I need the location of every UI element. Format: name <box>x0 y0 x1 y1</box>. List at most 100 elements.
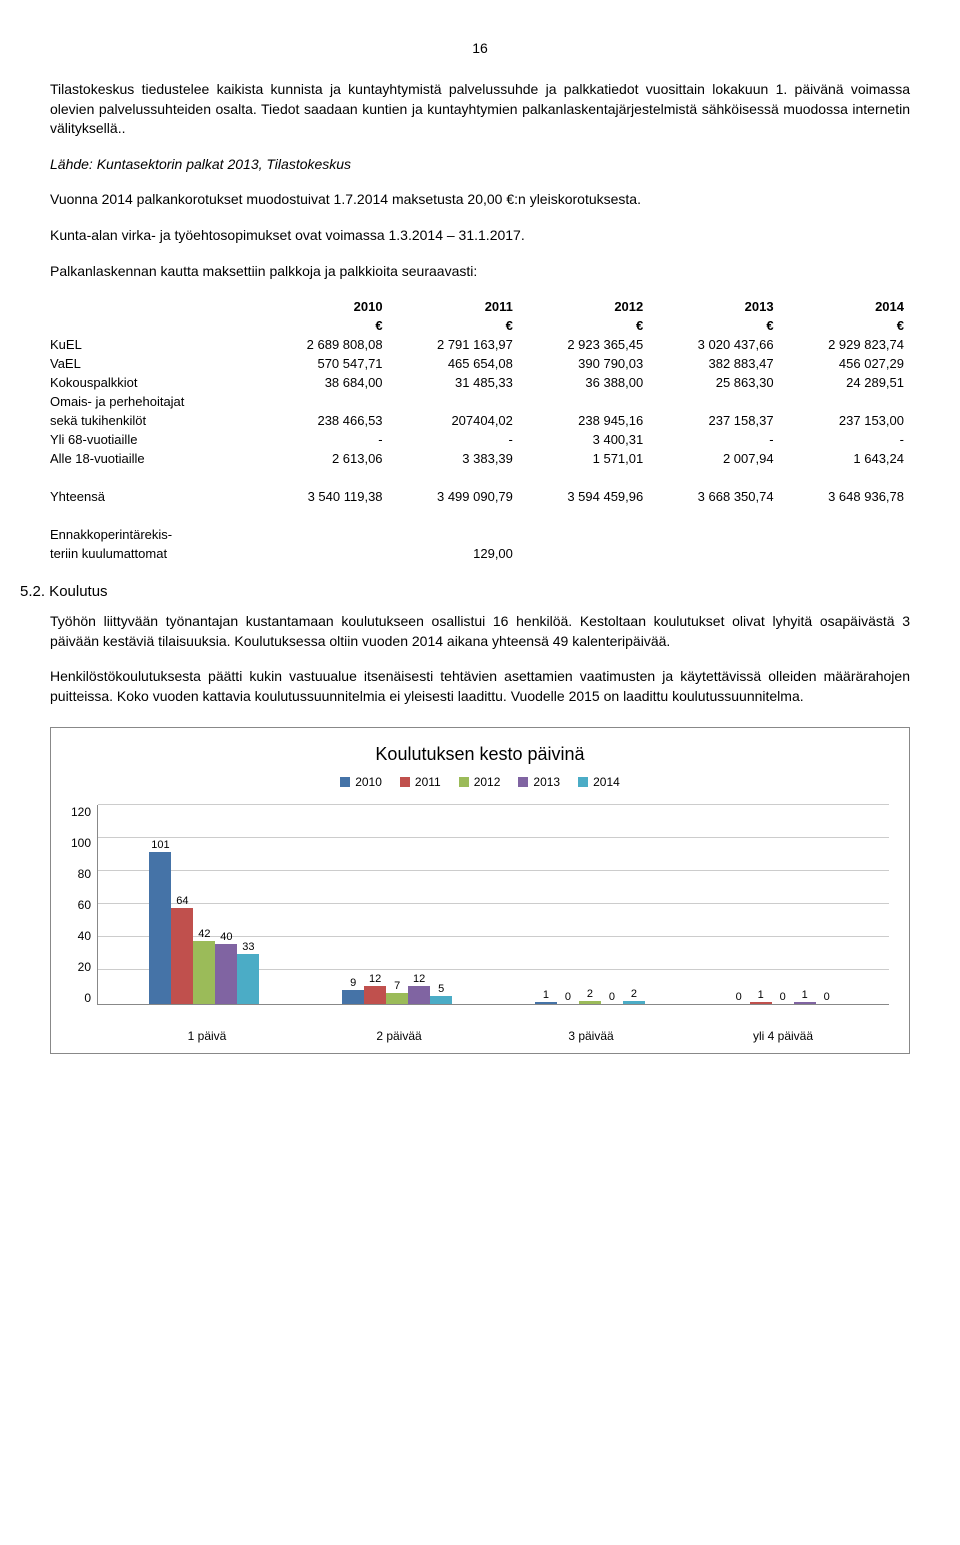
table-cell: 2 791 163,97 <box>389 335 519 354</box>
x-tick-label: 2 päivää <box>303 1025 495 1043</box>
table-cell: 3 540 119,38 <box>258 487 388 506</box>
table-cell: - <box>649 430 779 449</box>
chart-legend: 20102011201220132014 <box>71 775 889 789</box>
table-row-label: Ennakkoperintärekis- <box>50 525 258 544</box>
table-row: KuEL2 689 808,082 791 163,972 923 365,45… <box>50 335 910 354</box>
table-row-label: Yli 68-vuotiaille <box>50 430 258 449</box>
bar-group: 10164424033 <box>108 839 301 1004</box>
legend-swatch <box>578 777 588 787</box>
table-cell: 237 158,37 <box>649 411 779 430</box>
bar-wrap: 101 <box>149 839 171 1004</box>
bar-wrap: 12 <box>364 973 386 1004</box>
bar-value-label: 101 <box>151 839 169 851</box>
table-cell: 2 923 365,45 <box>519 335 649 354</box>
legend-swatch <box>459 777 469 787</box>
table-row: Kokouspalkkiot38 684,0031 485,3336 388,0… <box>50 373 910 392</box>
bar-value-label: 40 <box>220 931 232 943</box>
bar-group: 10202 <box>494 988 687 1004</box>
table-row: Alle 18-vuotiaille2 613,063 383,391 571,… <box>50 449 910 468</box>
x-tick-label: 1 päivä <box>111 1025 303 1043</box>
table-row-label: KuEL <box>50 335 258 354</box>
bar-wrap: 0 <box>601 991 623 1004</box>
chart-title: Koulutuksen kesto päivinä <box>71 744 889 765</box>
table-cell: 1 571,01 <box>519 449 649 468</box>
table-year-header: 2011 <box>389 297 519 316</box>
table-cell: 2 929 823,74 <box>780 335 910 354</box>
bar-wrap: 0 <box>728 991 750 1004</box>
table-cell: 3 400,31 <box>519 430 649 449</box>
table-cell: - <box>780 430 910 449</box>
table-cell: 382 883,47 <box>649 354 779 373</box>
y-tick-label: 80 <box>78 867 91 881</box>
table-row-label: VaEL <box>50 354 258 373</box>
table-cell: 3 383,39 <box>389 449 519 468</box>
table-cell <box>519 392 649 411</box>
bar <box>193 941 215 1004</box>
table-row-label: Omais- ja perhehoitajat <box>50 392 258 411</box>
bar <box>215 944 237 1004</box>
table-cell: 36 388,00 <box>519 373 649 392</box>
bar <box>386 993 408 1004</box>
table-cell: 3 594 459,96 <box>519 487 649 506</box>
bar <box>149 852 171 1004</box>
table-cell: 3 648 936,78 <box>780 487 910 506</box>
table-cell: 1 643,24 <box>780 449 910 468</box>
bar-value-label: 0 <box>780 991 786 1003</box>
table-cell: 238 466,53 <box>258 411 388 430</box>
bar-wrap: 0 <box>772 991 794 1004</box>
bar-value-label: 2 <box>631 988 637 1000</box>
table-row-label: Alle 18-vuotiaille <box>50 449 258 468</box>
table-cell: 456 027,29 <box>780 354 910 373</box>
table-cell: 390 790,03 <box>519 354 649 373</box>
table-cell: 2 689 808,08 <box>258 335 388 354</box>
y-tick-label: 60 <box>78 898 91 912</box>
bar <box>750 1002 772 1004</box>
bar-wrap: 0 <box>557 991 579 1004</box>
table-row-label: teriin kuulumattomat <box>50 544 258 563</box>
legend-label: 2012 <box>474 775 501 789</box>
legend-label: 2014 <box>593 775 620 789</box>
paragraph-5: Työhön liittyvään työnantajan kustantama… <box>50 612 910 651</box>
bar <box>342 990 364 1004</box>
bar-value-label: 1 <box>802 989 808 1001</box>
y-tick-label: 120 <box>71 805 91 819</box>
bar-value-label: 2 <box>587 988 593 1000</box>
table-cell: 570 547,71 <box>258 354 388 373</box>
table-row: teriin kuulumattomat129,00 <box>50 544 910 563</box>
bar <box>623 1001 645 1004</box>
table-currency-header: € <box>389 316 519 335</box>
bar-value-label: 5 <box>438 983 444 995</box>
legend-item: 2013 <box>518 775 560 789</box>
paragraph-4: Palkanlaskennan kautta maksettiin palkko… <box>50 262 910 282</box>
table-year-header: 2012 <box>519 297 649 316</box>
table-row-label: sekä tukihenkilöt <box>50 411 258 430</box>
bar-value-label: 42 <box>198 928 210 940</box>
table-year-header: 2013 <box>649 297 779 316</box>
bar-wrap: 2 <box>623 988 645 1004</box>
table-currency-header: € <box>780 316 910 335</box>
bar <box>535 1002 557 1004</box>
bar-wrap: 7 <box>386 980 408 1004</box>
bar <box>364 986 386 1004</box>
legend-item: 2011 <box>400 775 441 789</box>
legend-label: 2013 <box>533 775 560 789</box>
bar-wrap: 1 <box>750 989 772 1004</box>
chart-plot: 1016442403391271251020201010 <box>97 805 889 1005</box>
bar-wrap: 42 <box>193 928 215 1004</box>
bar <box>794 1002 816 1004</box>
section-heading: 5.2. Koulutus <box>20 583 910 600</box>
bar <box>430 996 452 1004</box>
table-row: VaEL570 547,71465 654,08390 790,03382 88… <box>50 354 910 373</box>
bar-wrap: 33 <box>237 941 259 1004</box>
y-tick-label: 100 <box>71 836 91 850</box>
training-chart: Koulutuksen kesto päivinä 20102011201220… <box>50 727 910 1054</box>
bar-value-label: 9 <box>350 977 356 989</box>
table-cell <box>519 544 649 563</box>
bar-value-label: 1 <box>543 989 549 1001</box>
table-cell: 465 654,08 <box>389 354 519 373</box>
bar-value-label: 0 <box>736 991 742 1003</box>
table-cell <box>780 544 910 563</box>
table-cell: 237 153,00 <box>780 411 910 430</box>
bar-value-label: 12 <box>413 973 425 985</box>
table-cell: 3 668 350,74 <box>649 487 779 506</box>
